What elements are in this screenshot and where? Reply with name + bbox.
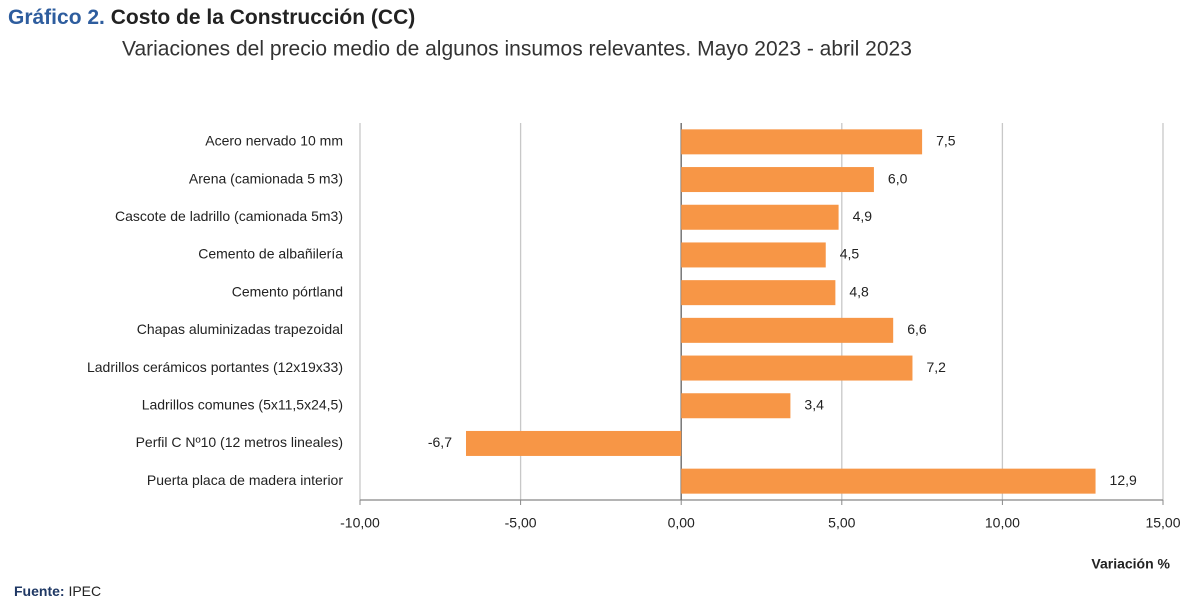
y-tick-label: Puerta placa de madera interior xyxy=(147,472,343,488)
y-tick-label: Cascote de ladrillo (camionada 5m3) xyxy=(115,208,343,224)
source-text: IPEC xyxy=(68,583,101,599)
bar xyxy=(681,280,836,306)
y-tick-label: Ladrillos cerámicos portantes (12x19x33) xyxy=(87,359,343,375)
bar xyxy=(681,242,826,268)
chart-subtitle: Variaciones del precio medio de algunos … xyxy=(122,38,912,61)
y-tick-label: Cemento de albañilería xyxy=(198,246,343,262)
bar xyxy=(465,430,682,456)
value-label: 12,9 xyxy=(1110,472,1137,488)
value-label: -6,7 xyxy=(428,434,452,450)
x-tick-label: -5,00 xyxy=(505,515,537,531)
title-text: Costo de la Construcción (CC) xyxy=(111,6,416,29)
value-label: 7,2 xyxy=(926,359,946,375)
y-tick-label: Perfil C Nº10 (12 metros lineales) xyxy=(136,434,343,450)
bar xyxy=(681,204,839,230)
source-label: Fuente: xyxy=(14,583,65,599)
y-tick-label: Ladrillos comunes (5x11,5x24,5) xyxy=(142,396,343,412)
bar xyxy=(681,167,874,193)
y-tick-label: Arena (camionada 5 m3) xyxy=(189,170,343,186)
value-label: 4,5 xyxy=(840,246,860,262)
title-prefix: Gráfico 2. xyxy=(8,6,105,29)
bar xyxy=(681,393,791,419)
y-tick-label: Chapas aluminizadas trapezoidal xyxy=(137,321,343,337)
x-tick-label: -10,00 xyxy=(340,515,380,531)
y-tick-label: Acero nervado 10 mm xyxy=(205,133,343,149)
y-tick-label: Cemento pórtland xyxy=(232,283,343,299)
value-label: 4,8 xyxy=(849,283,869,299)
value-label: 6,6 xyxy=(907,321,927,337)
x-axis-label: Variación % xyxy=(1091,556,1170,572)
value-label: 7,5 xyxy=(936,133,956,149)
source: Fuente: IPEC xyxy=(14,583,101,599)
x-tick-label: 0,00 xyxy=(668,515,695,531)
value-label: 3,4 xyxy=(804,396,824,412)
chart-title: Gráfico 2. Costo de la Construcción (CC) xyxy=(8,6,415,29)
value-label: 6,0 xyxy=(888,170,908,186)
value-label: 4,9 xyxy=(853,208,873,224)
bar xyxy=(681,355,913,381)
x-tick-label: 10,00 xyxy=(985,515,1020,531)
x-tick-label: 5,00 xyxy=(828,515,855,531)
x-tick-label: 15,00 xyxy=(1145,515,1180,531)
bar xyxy=(681,468,1096,494)
bar xyxy=(681,129,923,155)
bar xyxy=(681,317,894,343)
